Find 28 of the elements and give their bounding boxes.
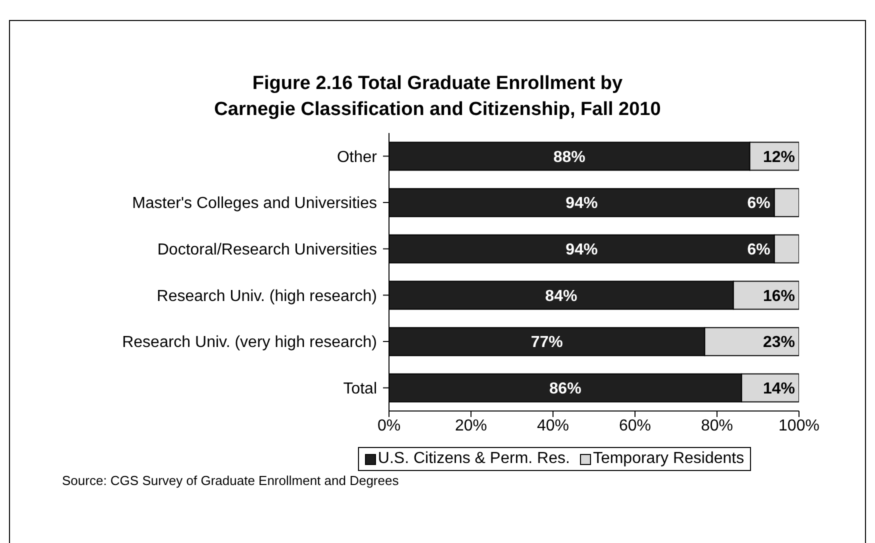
y-tick-label: Research Univ. (very high research) xyxy=(122,334,377,352)
source-note: Source: CGS Survey of Graduate Enrollment and Degrees xyxy=(62,473,399,488)
legend-label: Temporary Residents xyxy=(592,450,744,468)
data-label: 16% xyxy=(762,288,795,305)
data-label: 77% xyxy=(530,334,563,352)
x-tick-label: 60% xyxy=(618,417,652,434)
x-tick-label: 80% xyxy=(700,417,734,434)
data-label: 86% xyxy=(549,380,582,398)
data-label: 94% xyxy=(566,242,598,259)
data-label: 6% xyxy=(747,242,770,259)
y-tick-label: Master's Colleges and Universities xyxy=(132,195,377,212)
x-tick-label: 0% xyxy=(377,417,401,434)
y-tick-label: Other xyxy=(336,148,378,166)
legend-label: U.S. Citizens & Perm. Res. xyxy=(376,450,570,468)
x-tick-label: 40% xyxy=(536,417,570,434)
data-label: 12% xyxy=(762,148,795,166)
data-label: 88% xyxy=(553,148,586,166)
data-label: 84% xyxy=(545,288,578,305)
data-label: 6% xyxy=(747,195,770,212)
data-label: 14% xyxy=(762,380,795,398)
chart-title: Figure 2.16 Total Graduate Enrollment by Carnegie Classification and Citizenship, Fall 2010 xyxy=(213,72,662,122)
data-label: 23% xyxy=(762,334,795,352)
y-tick-label: Research Univ. (high research) xyxy=(156,288,377,305)
x-tick-label: 100% xyxy=(778,417,820,434)
y-tick-label: Doctoral/Research Universities xyxy=(157,242,377,259)
y-tick-label: Total xyxy=(343,380,377,398)
data-label: 94% xyxy=(566,195,598,212)
x-tick-label: 20% xyxy=(454,417,488,434)
